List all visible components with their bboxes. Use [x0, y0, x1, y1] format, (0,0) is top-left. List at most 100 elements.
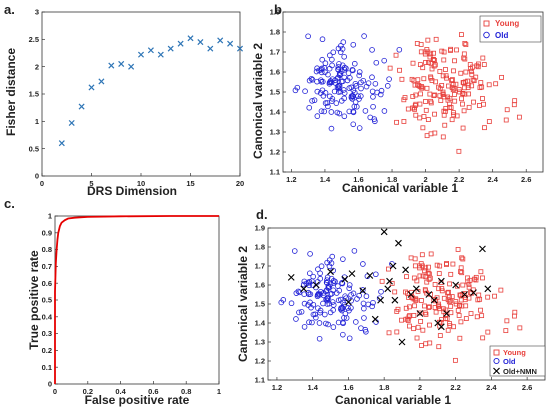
panel-b-young-point: [428, 60, 434, 66]
panel-b-old-point: [329, 62, 335, 69]
panel-d-old-point: [351, 248, 358, 254]
panel-d-young-point: [428, 251, 434, 257]
panel-b-old-point: [341, 67, 348, 73]
panel-d-legend: Young Old Old+NMN: [489, 345, 546, 377]
panel-d-young-point: [436, 301, 441, 307]
panel-d-old-point: [313, 314, 319, 321]
panel-b-young-point: [432, 92, 438, 98]
panel-a-xtick-label: 0: [40, 179, 44, 188]
panel-d-old-nmn-point: [341, 275, 349, 283]
panel-b-old-point: [352, 80, 359, 87]
panel-b-young-point: [450, 110, 456, 115]
panel-d-xtick-label: 2.4: [486, 383, 497, 392]
panel-b-young-point: [413, 92, 419, 98]
panel-letter-c: c.: [4, 196, 15, 211]
panel-d-young-point: [485, 294, 491, 300]
panel-d-old-point: [341, 314, 347, 321]
panel-d-old-nmn-point: [287, 274, 295, 281]
panel-d-old-point: [358, 325, 364, 331]
panel-d-young-point: [446, 289, 451, 295]
panel-b-young-point: [418, 91, 423, 97]
panel-c-ytick-label: 0.4: [42, 312, 53, 321]
panel-b-old-point: [358, 79, 364, 86]
panel-b-old-point: [381, 108, 388, 114]
panel-d-young-point: [432, 282, 438, 287]
panel-d-young-point: [412, 303, 417, 309]
panel-a-ytick-label: 0: [35, 172, 39, 181]
panel-a-ytick-label: 2.5: [29, 35, 39, 44]
panel-d-old-point: [280, 297, 287, 303]
panel-b-old-point: [322, 60, 329, 67]
panel-b-young-point: [410, 60, 416, 66]
panel-c-ytick-label: 1: [48, 212, 52, 221]
panel-d-old-nmn-point: [389, 262, 397, 270]
panel-b-young-point: [436, 84, 441, 90]
panel-a-point: [177, 40, 184, 47]
panel-b-young-point: [437, 93, 443, 99]
panel-d-ytick-label: 1.4: [255, 319, 266, 328]
panel-d-young-point: [446, 299, 452, 305]
panel-c-xtick-label: 0.2: [83, 387, 93, 396]
panel-b-ytick-label: 1.1: [270, 168, 280, 177]
panel-c-xtick-label: 0: [53, 387, 57, 396]
panel-d-young-point: [478, 269, 484, 275]
panel-b-young-point: [432, 58, 437, 63]
panel-b-young-point: [448, 46, 454, 52]
panel-b-young-point: [443, 67, 448, 72]
panel-d-old-point: [309, 319, 315, 326]
panel-d-old-point: [307, 251, 313, 257]
panel-d-young-point: [468, 311, 474, 316]
panel-c-ylabel: True positive rate: [27, 250, 41, 350]
panel-b-old-point: [336, 61, 342, 67]
panel-d-young-point: [458, 297, 464, 303]
panel-d-old-point: [317, 275, 324, 282]
panel-b-young-point: [438, 98, 444, 103]
panel-b-young-point: [452, 98, 458, 104]
panel-d-young-point: [413, 298, 419, 303]
panel-d-young-point: [432, 305, 438, 310]
panel-b-old-point: [340, 78, 346, 85]
panel-b-old-point: [335, 45, 342, 52]
panel-b-old-point: [341, 74, 348, 81]
panel-b-young-point: [463, 42, 469, 48]
panel-b-young-point: [466, 104, 472, 110]
panel-d-young-point: [455, 247, 461, 252]
panel-d-old-point: [306, 270, 313, 277]
panel-d-young-point: [414, 278, 420, 284]
panel-b-old-point: [361, 33, 367, 39]
panel-d-young-point: [449, 294, 455, 299]
panel-d-xtick-label: 1.6: [343, 383, 353, 392]
panel-d-old-point: [315, 305, 321, 311]
panel-d-old-point: [288, 300, 295, 307]
panel-d-young-point: [450, 261, 456, 267]
panel-d-old-point: [328, 275, 335, 282]
panel-a-ytick-label: 2: [35, 62, 39, 71]
panel-b-old-point: [340, 87, 347, 93]
panel-d-old-point: [309, 282, 316, 288]
panel-d-old-point: [325, 295, 332, 301]
panel-d-old-nmn-point: [430, 296, 438, 304]
panel-b-xtick-label: 2.6: [521, 175, 531, 184]
panel-d-old-point: [305, 289, 312, 296]
panel-b-old-point: [302, 88, 308, 94]
panel-d-ytick-label: 1.1: [255, 376, 265, 385]
panel-b-old-point: [336, 72, 343, 78]
panel-d-old-nmn-point: [395, 239, 402, 247]
panel-b-old-point: [336, 83, 343, 89]
legend-old-marker: [493, 357, 500, 365]
panel-d-young-point: [451, 324, 456, 330]
panel-b-young-point: [466, 91, 471, 97]
panel-b-legend: Young Old: [479, 15, 542, 43]
panel-b-young-point: [394, 119, 399, 125]
panel-a-point: [128, 63, 135, 70]
panel-d-old-point: [330, 302, 337, 308]
panel-b-young-point: [423, 107, 429, 113]
panel-d-young-point: [456, 303, 462, 308]
panel-d-young-point: [445, 327, 451, 333]
panel-b-old-point: [354, 103, 360, 110]
panel-d-old-point: [301, 324, 308, 330]
panel-a-point: [147, 47, 154, 54]
panel-a-point: [118, 60, 125, 67]
panel-b-old-point: [340, 39, 347, 45]
panel-b-old-point: [321, 108, 328, 115]
